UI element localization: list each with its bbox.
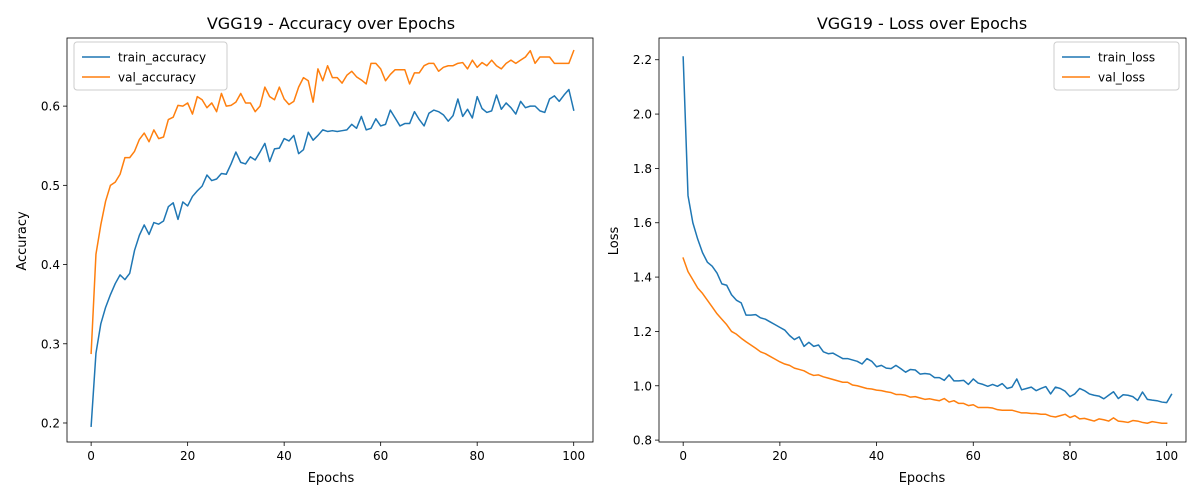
loss-chart-panel: VGG19 - Loss over Epochs 0 20 40 60 80 100 0.8… [607, 14, 1187, 486]
val_accuracy-legend-label: val_accuracy [118, 71, 196, 85]
loss-chart-marks: 0 20 40 60 80 100 0.8 1.0 1.2 1.4 1.6 1.8 2.0 2.2 trai… [633, 37, 1187, 463]
val_loss-line [682, 257, 1168, 424]
accuracy-legend-box [73, 41, 228, 91]
accuracy-chart-title: VGG19 - Accuracy over Epochs [207, 14, 455, 33]
loss-x-axis-label: Epochs [899, 471, 946, 486]
accuracy-chart-panel: VGG19 - Accuracy over Epochs 0 20 40 60 80 10… [15, 14, 594, 486]
loss-y-axis-label: Loss [607, 227, 622, 256]
accuracy-x-tick-label: 100 [562, 449, 585, 463]
accuracy-x-tick-label: 0 [87, 449, 95, 463]
val_accuracy-line [90, 49, 575, 355]
loss-y-tick-label: 1.8 [633, 162, 652, 176]
loss-x-tick-label: 100 [1155, 449, 1178, 463]
loss-x-tick-label: 0 [679, 449, 687, 463]
loss-x-tick-label: 80 [1062, 449, 1077, 463]
loss-x-tick-label: 20 [772, 449, 787, 463]
accuracy-y-tick-label: 0.4 [41, 258, 60, 272]
accuracy-y-axis-label: Accuracy [15, 211, 30, 271]
loss-y-tick-label: 1.2 [633, 325, 652, 339]
loss-legend: train_loss val_loss [1053, 41, 1180, 91]
loss-x-tick-label: 60 [966, 449, 981, 463]
loss-plot-frame [658, 37, 1187, 443]
loss-y-tick-label: 1.0 [633, 379, 652, 393]
accuracy-x-tick-label: 80 [470, 449, 485, 463]
accuracy-chart-marks: 0 20 40 60 80 100 0.2 0.3 0.4 0.5 0.6 train_accurac… [41, 37, 594, 463]
train_accuracy-legend-label: train_accuracy [118, 51, 206, 65]
loss-y-tick-label: 2.2 [633, 53, 652, 67]
loss-y-tick-label: 0.8 [633, 434, 652, 448]
accuracy-x-axis-label: Epochs [308, 471, 355, 486]
train_loss-line [682, 56, 1173, 404]
accuracy-x-tick-label: 40 [277, 449, 292, 463]
accuracy-y-tick-label: 0.2 [41, 416, 60, 430]
accuracy-y-tick-label: 0.3 [41, 337, 60, 351]
train_accuracy-line [90, 88, 575, 427]
loss-y-tick-label: 2.0 [633, 108, 652, 122]
accuracy-y-tick-label: 0.6 [41, 100, 60, 114]
loss-chart-title: VGG19 - Loss over Epochs [817, 14, 1027, 33]
train_loss-legend-label: train_loss [1098, 51, 1155, 65]
loss-y-tick-label: 1.6 [633, 216, 652, 230]
loss-y-tick-label: 1.4 [633, 271, 652, 285]
loss-x-tick-label: 40 [869, 449, 884, 463]
accuracy-x-tick-label: 20 [180, 449, 195, 463]
accuracy-legend: train_accuracy val_accuracy [73, 41, 228, 91]
loss-legend-box [1053, 41, 1180, 91]
accuracy-plot-frame [66, 37, 594, 443]
accuracy-y-tick-label: 0.5 [41, 179, 60, 193]
val_loss-legend-label: val_loss [1098, 71, 1145, 85]
accuracy-x-tick-label: 60 [373, 449, 388, 463]
